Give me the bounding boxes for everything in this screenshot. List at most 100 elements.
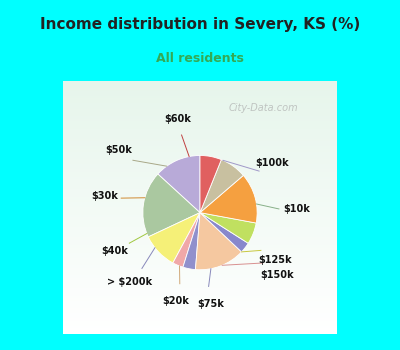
Bar [55,154,341,156]
Bar [55,104,341,106]
Bar [55,230,341,232]
Text: $50k: $50k [105,145,132,155]
Bar [55,106,341,108]
Bar [55,121,341,124]
Bar [55,136,341,139]
Bar [55,318,341,321]
Bar [55,164,341,167]
Bar [55,144,341,146]
Bar [55,270,341,273]
Bar [55,260,341,263]
Bar [55,149,341,152]
Bar [55,195,341,197]
Bar [55,316,341,318]
Bar [55,177,341,179]
Bar [55,108,341,111]
Wedge shape [200,212,256,243]
Bar [55,247,341,250]
Bar [55,169,341,172]
Bar [55,131,341,134]
Text: $30k: $30k [91,191,118,201]
Text: $75k: $75k [198,299,224,309]
Bar [55,179,341,182]
Bar [55,235,341,237]
Bar [55,119,341,121]
Bar [55,258,341,260]
Bar [55,293,341,296]
Bar [55,328,341,331]
Bar [55,301,341,303]
Bar [55,152,341,154]
Bar [55,114,341,116]
Bar [55,101,341,104]
Bar [55,197,341,199]
Bar [55,228,341,230]
Wedge shape [196,212,242,270]
Bar [55,273,341,275]
Bar [55,253,341,255]
Bar [55,323,341,326]
Text: $150k: $150k [260,270,294,280]
Bar [55,141,341,144]
Wedge shape [200,175,257,223]
Bar [55,174,341,177]
Bar [55,286,341,288]
Bar [55,255,341,258]
Bar [55,139,341,141]
Bar [55,172,341,174]
Bar [55,199,341,202]
Wedge shape [200,155,221,212]
Bar [55,331,341,334]
Text: City-Data.com: City-Data.com [228,103,298,113]
Text: All residents: All residents [156,52,244,65]
Bar [55,217,341,220]
Text: $125k: $125k [258,255,292,265]
Bar [55,182,341,184]
Bar [55,124,341,126]
Bar [55,268,341,270]
Bar [55,243,341,245]
Bar [55,98,341,101]
Bar [55,146,341,149]
Wedge shape [200,212,248,252]
Bar [55,86,341,88]
Bar [55,290,341,293]
Bar [55,306,341,308]
Bar [55,263,341,265]
Bar [55,187,341,189]
Bar [55,210,341,212]
Bar [55,83,341,86]
Bar [55,93,341,96]
Bar [55,237,341,240]
Bar [55,303,341,306]
Bar [55,308,341,311]
Bar [55,275,341,278]
Bar [55,184,341,187]
Bar [55,313,341,316]
Wedge shape [148,212,200,263]
Bar [55,192,341,195]
Bar [55,207,341,210]
Text: $60k: $60k [164,114,192,124]
Bar [55,222,341,225]
Bar [55,225,341,228]
Bar [55,129,341,131]
Bar [55,134,341,136]
Bar [55,215,341,217]
Bar [55,202,341,205]
Bar [55,326,341,328]
Bar [55,288,341,290]
Wedge shape [183,212,200,270]
Bar [55,111,341,114]
Bar [55,88,341,91]
Bar [55,116,341,119]
Bar [55,205,341,207]
Bar [55,240,341,243]
Wedge shape [173,212,200,267]
Bar [55,220,341,222]
Bar [55,321,341,323]
Bar [55,189,341,192]
Bar [55,212,341,215]
Text: $100k: $100k [256,158,289,168]
Bar [55,298,341,301]
